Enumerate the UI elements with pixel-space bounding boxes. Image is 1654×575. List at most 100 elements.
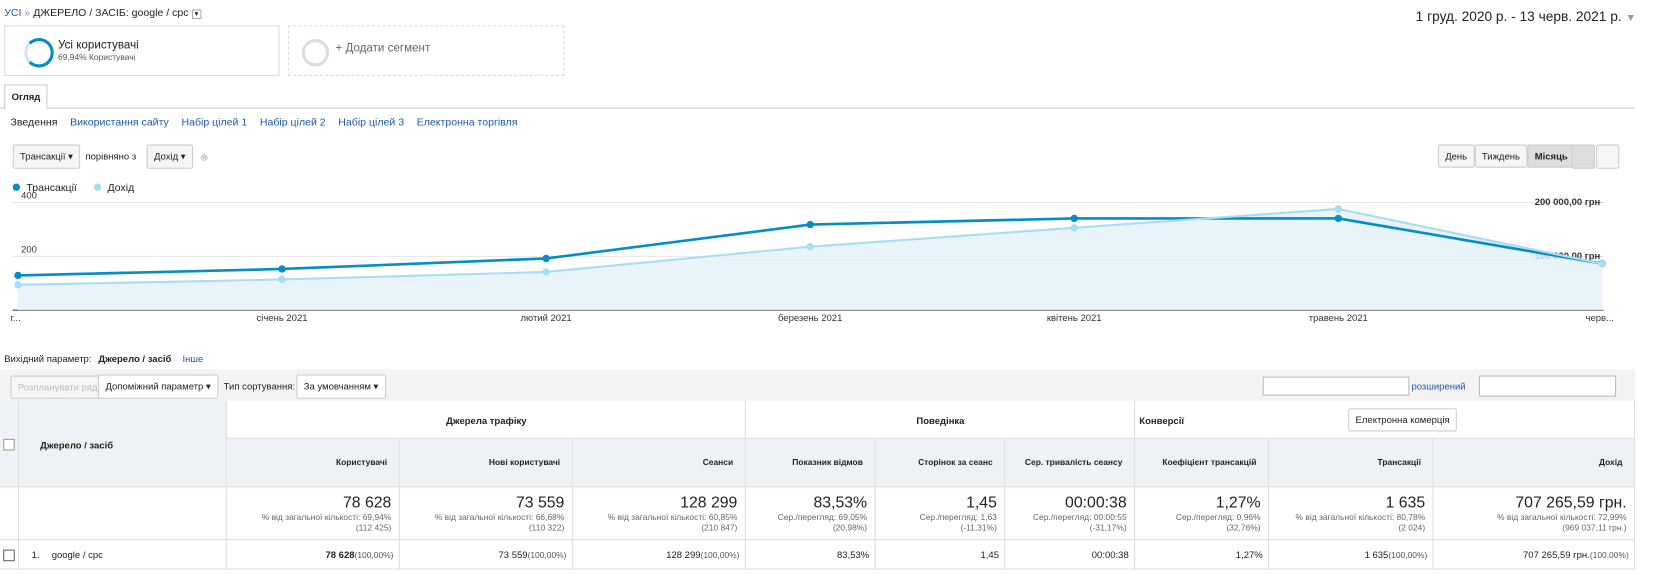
totals-cell bbox=[399, 487, 573, 541]
search-box[interactable] bbox=[1262, 376, 1410, 396]
row-cell bbox=[226, 540, 400, 570]
column-header[interactable]: Нові користувачі bbox=[488, 457, 561, 468]
row-cell bbox=[1135, 540, 1270, 570]
total-note: % від загальної кількості: 60,85% bbox=[607, 512, 738, 523]
total-sub: (969 037,11 грн.) bbox=[1562, 523, 1627, 533]
total-sub: (-11,31%) bbox=[960, 523, 997, 533]
legend-label: Дохід bbox=[107, 182, 135, 195]
subtab[interactable]: Електронна торгівля bbox=[416, 117, 518, 129]
subtab[interactable]: Набір цілей 3 bbox=[338, 117, 405, 129]
row-value-box: 78 628(100,00%) bbox=[227, 550, 393, 561]
sort-select[interactable]: За умовчанням ▾ bbox=[296, 374, 386, 399]
period-button[interactable]: День bbox=[1437, 144, 1475, 168]
column-header[interactable]: Дохід bbox=[1598, 457, 1623, 468]
total-value: 73 559 bbox=[515, 493, 565, 512]
advanced-link[interactable]: розширений bbox=[1411, 380, 1466, 392]
column-header[interactable]: Сторінок за сеанс bbox=[918, 457, 993, 468]
row-value: 1 635 bbox=[1364, 549, 1389, 561]
legend: Трансакції Дохід bbox=[12, 182, 135, 195]
totals-blank bbox=[18, 487, 227, 541]
x-tick-label: черв... bbox=[1586, 313, 1614, 324]
y-tick-label: 200 bbox=[21, 245, 37, 256]
total-note: % від загальної кількості: 80,78% bbox=[1295, 512, 1426, 523]
compare-select[interactable]: Дохід ▾ bbox=[146, 144, 193, 169]
column-header[interactable]: Коефіцієнт трансакцій bbox=[1162, 457, 1257, 468]
x-tick-label: травень 2021 bbox=[1309, 313, 1368, 324]
group-header-cell bbox=[1135, 400, 1636, 439]
total-note: Сер./перегляд: 0,96% bbox=[1175, 512, 1261, 523]
remove-compare[interactable]: ⊗ bbox=[200, 151, 209, 163]
row-value-box: 00:00:38 bbox=[1005, 550, 1129, 561]
column-header[interactable]: Сер. тривалість сеансу bbox=[1024, 457, 1123, 468]
add-segment[interactable]: + Додати сегмент bbox=[287, 25, 565, 76]
dimension-other[interactable]: Інше bbox=[182, 353, 204, 364]
row-value-box: 707 265,59 грн.(100,00%) bbox=[1434, 550, 1629, 561]
total-sub: (112 425) bbox=[355, 523, 392, 533]
metric-select[interactable]: Трансакції ▾ bbox=[12, 144, 81, 169]
subtab[interactable]: Набір цілей 1 bbox=[181, 117, 248, 129]
row-value-box: 73 559(100,00%) bbox=[400, 550, 566, 561]
column-header[interactable]: Користувачі bbox=[335, 457, 388, 468]
totals-cell bbox=[1005, 487, 1136, 541]
subtab[interactable]: Використання сайту bbox=[70, 117, 169, 129]
plot-rows[interactable]: Розпланувати ряди bbox=[10, 375, 111, 399]
group-header: Джерела трафіку bbox=[446, 415, 527, 427]
y-tick-label: 400 bbox=[21, 191, 37, 202]
secondary-dimension[interactable]: Допоміжний параметр ▾ bbox=[98, 374, 219, 399]
line-chart-button[interactable] bbox=[1571, 144, 1596, 169]
row-percent: (100,00%) bbox=[700, 550, 740, 561]
dimension-selected[interactable]: Джерело / засіб bbox=[98, 353, 172, 364]
tab[interactable]: Огляд bbox=[4, 84, 48, 110]
total-sub: (210 847) bbox=[701, 523, 738, 533]
date-range-text: 1 груд. 2020 р. - 13 черв. 2021 р. bbox=[1415, 8, 1622, 25]
row-percent: (100,00%) bbox=[1589, 550, 1629, 561]
dimension-bar: Вихідний параметр: Джерело / засіб Інше bbox=[4, 353, 203, 364]
legend-label: Трансакції bbox=[26, 182, 77, 195]
row-cell bbox=[1005, 540, 1136, 570]
motion-chart-button[interactable] bbox=[1596, 144, 1620, 169]
segment-icon bbox=[24, 37, 54, 68]
row-name[interactable]: google / cpc bbox=[51, 549, 103, 561]
total-note: % від загальної кількості: 66,68% bbox=[434, 512, 565, 523]
row-checkbox-cell bbox=[0, 540, 19, 570]
data-point bbox=[806, 242, 814, 251]
data-point bbox=[14, 271, 22, 280]
row-cell bbox=[1433, 540, 1636, 570]
legend-item: Дохід bbox=[93, 182, 135, 195]
period-button[interactable]: Тиждень bbox=[1474, 144, 1528, 168]
totals-blank bbox=[0, 487, 19, 541]
metric: Трансакції bbox=[20, 150, 66, 162]
checkbox[interactable] bbox=[3, 438, 15, 451]
data-point bbox=[278, 265, 286, 273]
total-note: % від загальної кількості: 72,99% bbox=[1497, 512, 1627, 523]
row-value: 1,45 bbox=[980, 549, 999, 561]
data-point bbox=[806, 220, 814, 229]
checkbox[interactable] bbox=[3, 549, 15, 562]
dimension-header: Джерело / засіб bbox=[40, 439, 114, 451]
dimension-label: Вихідний параметр: bbox=[4, 353, 92, 364]
series-area bbox=[17, 208, 1603, 311]
column-header[interactable]: Сеанси bbox=[702, 457, 734, 468]
total-value: 83,53% bbox=[813, 493, 868, 512]
column-header[interactable]: Трансакції bbox=[1377, 457, 1421, 468]
totals-cell bbox=[875, 487, 1006, 541]
breadcrumb-all[interactable]: УСІ bbox=[4, 7, 22, 19]
row-value-box: 1,27% bbox=[1135, 550, 1263, 561]
segment-card[interactable]: Усі користувачі 69,94% Користувачі bbox=[4, 25, 280, 76]
breadcrumb-dropdown[interactable]: ▾ bbox=[191, 9, 202, 19]
column-header[interactable]: Показник відмов bbox=[792, 457, 863, 468]
data-point bbox=[1598, 260, 1607, 268]
tab-rule bbox=[0, 107, 1636, 109]
column-header-cell bbox=[1135, 438, 1270, 488]
conversion-select[interactable]: Електронна комерція bbox=[1348, 408, 1457, 432]
compare-metric: Дохід bbox=[154, 150, 179, 162]
date-range[interactable]: 1 груд. 2020 р. - 13 черв. 2021 р. ▼ bbox=[1415, 8, 1636, 25]
subtab[interactable]: Зведення bbox=[10, 117, 58, 129]
column-header-cell bbox=[399, 438, 573, 488]
total-note: Сер./перегляд: 1,63 bbox=[919, 512, 997, 523]
totals-cell bbox=[1269, 487, 1434, 541]
view-buttons[interactable] bbox=[1478, 375, 1617, 397]
subtab[interactable]: Набір цілей 2 bbox=[259, 117, 326, 129]
